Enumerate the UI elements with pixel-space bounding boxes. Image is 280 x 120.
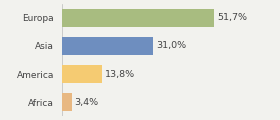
Bar (62, 93, 72, 111)
Text: 31,0%: 31,0% (156, 41, 186, 50)
Bar (62, 65, 102, 83)
Text: 3,4%: 3,4% (74, 98, 99, 107)
Bar (62, 9, 214, 27)
Text: 13,8%: 13,8% (105, 70, 136, 79)
Text: 51,7%: 51,7% (217, 13, 247, 22)
Bar (62, 37, 153, 55)
